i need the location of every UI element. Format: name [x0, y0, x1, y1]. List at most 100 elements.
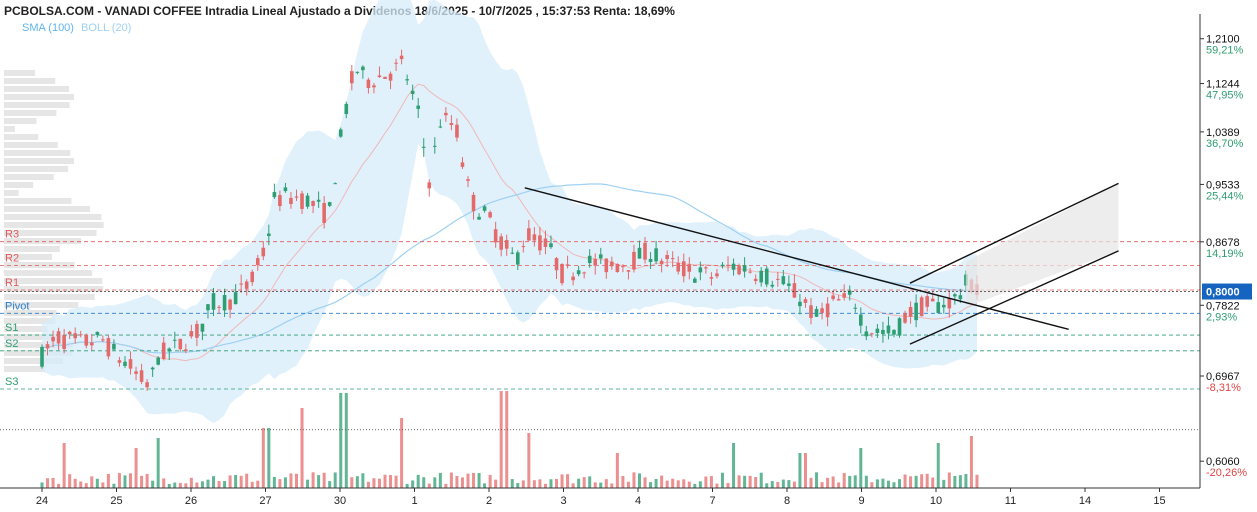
candle-body	[471, 194, 476, 212]
volume-bar	[294, 473, 298, 488]
candle-body	[792, 283, 797, 298]
volume-profile-bar	[4, 142, 58, 148]
volume-bar	[687, 481, 691, 488]
volume-bar	[637, 473, 641, 488]
volume-profile-bar	[4, 270, 93, 276]
candle-body	[184, 349, 188, 352]
volume-bar	[250, 481, 254, 488]
candle-body	[145, 382, 149, 388]
candle-body	[903, 313, 907, 323]
volume-bar	[162, 478, 166, 488]
volume-profile-bar	[4, 358, 63, 364]
volume-bar	[300, 408, 304, 488]
candle-body	[742, 265, 747, 272]
x-tick-label: 9	[858, 495, 864, 507]
candle-body	[156, 357, 160, 365]
volume-bar	[903, 474, 907, 488]
last-price-box	[1202, 283, 1252, 300]
candle-body	[626, 270, 631, 272]
volume-bar	[466, 473, 470, 488]
volume-bar	[438, 472, 442, 488]
candle-body	[698, 267, 703, 273]
volume-bar	[886, 480, 890, 488]
sma-legend[interactable]: SMA (100)	[22, 22, 74, 34]
volume-bar	[173, 482, 177, 488]
volume-bar	[355, 476, 359, 488]
candle-body	[853, 307, 858, 309]
candle-body	[593, 258, 598, 266]
candle-body	[919, 297, 924, 317]
volume-bar	[416, 474, 420, 488]
volume-profile-bar	[4, 118, 37, 124]
candle-body	[637, 247, 642, 259]
volume-bar	[178, 482, 182, 488]
candle-body	[84, 334, 89, 346]
candle-body	[482, 206, 487, 211]
candle-body	[798, 301, 802, 307]
candle-body	[615, 263, 620, 273]
volume-bar	[809, 477, 813, 488]
candle-body	[233, 292, 238, 305]
candle-body	[571, 276, 575, 281]
candle-body	[117, 360, 122, 363]
volume-bar	[333, 472, 337, 488]
volume-bar	[117, 473, 121, 488]
volume-bar	[803, 453, 807, 488]
candle-body	[554, 258, 559, 271]
candle-body	[803, 299, 808, 303]
volume-bar	[693, 483, 697, 488]
volume-bar	[488, 474, 492, 488]
volume-bar	[925, 473, 929, 488]
candle-body	[648, 258, 653, 262]
candle-body	[449, 123, 454, 126]
volume-profile-bar	[4, 182, 34, 188]
volume-bar	[947, 472, 951, 488]
trendline-2	[909, 182, 1119, 284]
volume-profile-bar	[4, 198, 72, 204]
candle-body	[504, 240, 509, 249]
candle-body	[112, 343, 116, 350]
volume-bar	[660, 475, 664, 488]
volume-profile-bar	[4, 206, 91, 212]
candle-body	[493, 229, 498, 243]
candle-body	[45, 344, 50, 349]
candle-body	[781, 276, 786, 285]
boll-legend[interactable]: BOLL (20)	[81, 22, 132, 34]
volume-bar	[864, 475, 868, 488]
volume-bar	[239, 475, 243, 488]
candle-body	[73, 333, 77, 339]
y-tick-label: 0,6060	[1206, 456, 1240, 468]
volume-bar	[870, 482, 874, 488]
candle-body	[123, 361, 127, 366]
pivot-label-s3: S3	[5, 376, 18, 388]
candle-body	[466, 179, 470, 181]
volume-profile-bar	[4, 262, 75, 268]
volume-bar	[289, 473, 293, 488]
candle-body	[244, 281, 249, 289]
volume-profile-bar	[4, 110, 57, 116]
volume-bar	[394, 475, 398, 488]
volume-bar	[665, 480, 669, 488]
candle-body	[283, 187, 288, 192]
volume-bar	[261, 428, 265, 488]
volume-bar	[527, 433, 531, 488]
volume-bar	[853, 475, 857, 488]
volume-profile-bar	[4, 238, 82, 244]
volume-bar	[140, 475, 144, 488]
x-tick-label: 8	[784, 495, 790, 507]
candle-body	[383, 76, 387, 79]
candlesticks	[40, 49, 979, 391]
candle-body	[715, 273, 719, 277]
candle-body	[460, 162, 465, 167]
candle-body	[95, 331, 100, 336]
volume-bar	[510, 479, 514, 488]
candle-body	[56, 331, 61, 344]
x-tick-label: 4	[635, 495, 641, 507]
volume-bar	[754, 477, 758, 488]
trendlines[interactable]	[524, 182, 1119, 345]
candle-body	[654, 248, 658, 262]
trendline-1	[524, 187, 1069, 331]
candle-body	[825, 303, 830, 318]
candle-body	[676, 262, 681, 272]
